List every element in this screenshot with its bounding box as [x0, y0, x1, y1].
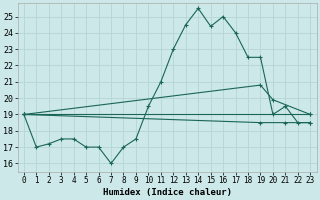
X-axis label: Humidex (Indice chaleur): Humidex (Indice chaleur) [103, 188, 232, 197]
